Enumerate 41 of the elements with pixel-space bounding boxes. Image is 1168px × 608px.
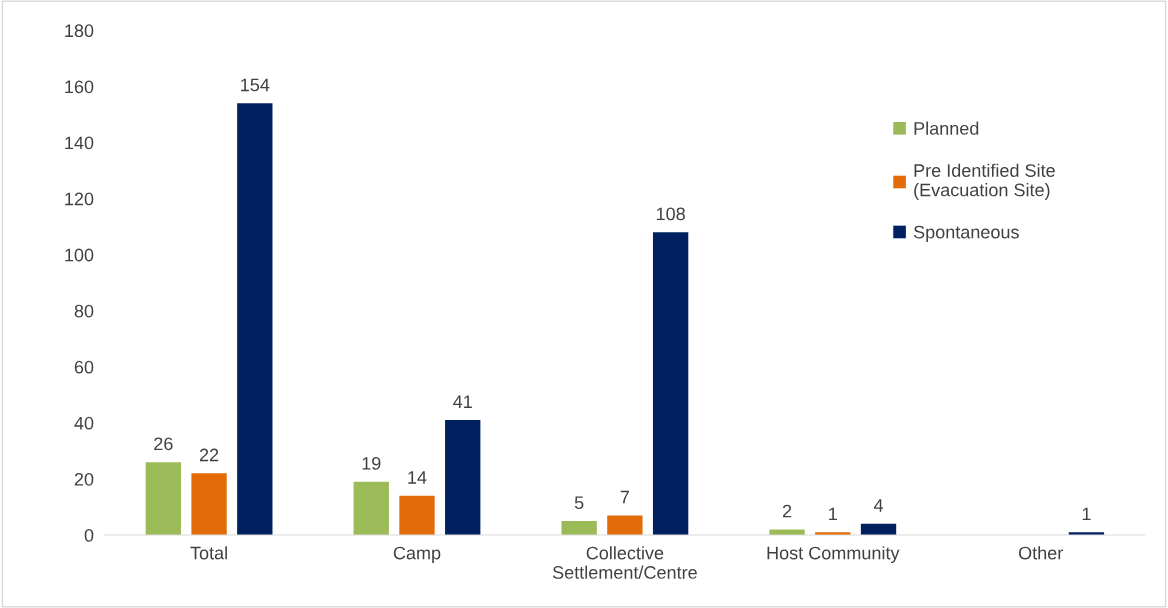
bar <box>561 521 597 536</box>
bar <box>145 462 181 536</box>
y-tick-label: 160 <box>65 80 94 94</box>
x-tick-label: Other <box>1018 546 1063 560</box>
y-tick-label: 180 <box>65 24 94 38</box>
bar <box>399 495 435 536</box>
legend-label: Planned <box>914 121 979 135</box>
data-label: 154 <box>241 78 270 92</box>
y-tick-label: 20 <box>74 472 94 486</box>
legend-label: Spontaneous <box>913 225 1019 243</box>
legend-label: Pre Identified Site (Evacuation Site) <box>914 163 1055 200</box>
x-tick-label: Total <box>190 546 227 560</box>
data-label: 108 <box>656 207 685 221</box>
data-label: 14 <box>408 471 427 484</box>
data-label: 26 <box>154 437 173 451</box>
bar <box>445 420 481 536</box>
x-tick-label: Camp <box>393 546 441 563</box>
bar <box>191 473 227 536</box>
y-tick-label: 80 <box>74 304 94 318</box>
data-label: 1 <box>829 507 837 521</box>
x-tick-label: Host Community <box>767 546 900 563</box>
data-label: 19 <box>362 457 381 470</box>
y-tick-label: 0 <box>84 528 94 542</box>
data-label: 1 <box>1082 507 1091 521</box>
y-tick-label: 100 <box>65 248 94 262</box>
bar <box>607 515 643 536</box>
y-tick-label: 120 <box>65 192 94 206</box>
x-tick-label: Collective Settlement/Centre <box>552 546 697 579</box>
data-label: 4 <box>873 499 884 512</box>
y-tick-label: 140 <box>65 136 94 150</box>
data-label: 22 <box>199 448 219 462</box>
bar <box>652 232 689 536</box>
bar <box>769 529 805 536</box>
data-label: 2 <box>782 504 792 518</box>
data-label: 5 <box>574 496 584 510</box>
y-tick-label: 40 <box>74 416 94 430</box>
y-tick-label: 60 <box>74 360 94 374</box>
data-label: 7 <box>620 490 629 504</box>
data-label: 41 <box>453 395 472 408</box>
bar <box>353 481 389 536</box>
bar <box>237 103 273 536</box>
